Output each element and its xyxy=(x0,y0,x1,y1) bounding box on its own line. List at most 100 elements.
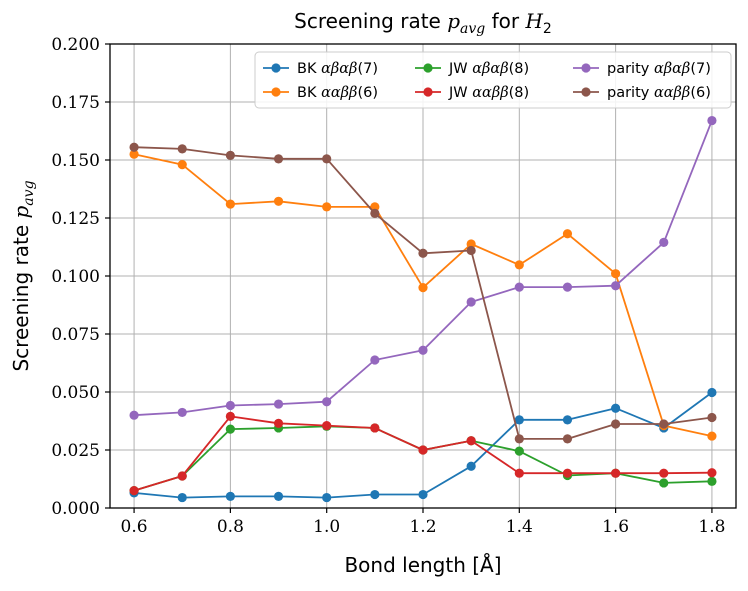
data-point xyxy=(707,412,717,423)
data-point xyxy=(562,434,573,444)
legend-box xyxy=(254,51,732,109)
chart-title-math-sub: avg xyxy=(460,21,485,37)
data-point xyxy=(273,399,284,409)
x-tick-label: 1.4 xyxy=(506,517,533,537)
data-point xyxy=(466,461,476,471)
legend-label-suffix: (6) xyxy=(357,85,378,101)
x-tick-label: 1.2 xyxy=(409,517,436,537)
legend-label: JW ααββ(8) xyxy=(448,85,529,101)
data-point xyxy=(129,486,139,496)
data-point xyxy=(225,150,235,160)
grid-lines xyxy=(110,43,736,509)
data-point xyxy=(707,468,717,478)
chart-title-text: Screening rate xyxy=(294,9,447,33)
chart-title-text2: for xyxy=(485,9,525,33)
data-point xyxy=(562,229,573,239)
legend-label: JW αβαβ(8) xyxy=(448,61,529,77)
data-point xyxy=(177,160,187,170)
y-tick-label: 0.050 xyxy=(51,383,100,403)
legend-item: parity αβαβ(7) xyxy=(573,61,711,77)
data-point xyxy=(466,436,476,446)
x-tick-label: 1.8 xyxy=(698,517,725,537)
y-axis-title-text: Screening rate xyxy=(9,219,33,372)
data-point xyxy=(707,115,717,126)
data-point xyxy=(370,489,380,500)
legend-swatch-marker xyxy=(423,63,433,73)
legend-label-prefix: BK xyxy=(297,61,321,77)
data-point xyxy=(129,410,139,420)
series-lines xyxy=(129,115,717,503)
data-point xyxy=(611,419,621,429)
data-point xyxy=(273,491,284,501)
data-point xyxy=(370,355,380,365)
x-tick-label: 0.8 xyxy=(217,517,244,537)
data-point xyxy=(514,260,524,270)
data-point xyxy=(225,424,235,434)
legend-label-suffix: (6) xyxy=(690,85,711,101)
legend-label-prefix: parity xyxy=(607,85,654,101)
series-4 xyxy=(129,115,717,420)
legend-label-math: ααββ xyxy=(654,85,690,101)
y-tick-label: 0.075 xyxy=(51,325,100,345)
data-point xyxy=(514,434,524,444)
data-point xyxy=(659,237,669,247)
data-point xyxy=(707,431,717,441)
y-tick-label: 0.025 xyxy=(51,441,100,461)
legend-swatch-marker xyxy=(581,63,591,73)
data-point xyxy=(370,208,380,218)
y-tick-label: 0.175 xyxy=(51,93,100,113)
y-axis-title: Screening rate pavg xyxy=(9,180,37,371)
legend-label-math: ααββ xyxy=(321,85,357,101)
legend-label-math: αβαβ xyxy=(472,61,508,77)
legend-item: JW ααββ(8) xyxy=(415,85,529,101)
data-point xyxy=(322,202,332,212)
axis-ticks: 0.6 0.8 1.0 1.2 1.4 1.6 1.8 0.000 0.025 0.050 0.07… xyxy=(51,35,725,537)
data-point xyxy=(659,419,669,429)
y-tick-label: 0.000 xyxy=(51,499,100,519)
legend-label: BK ααββ(6) xyxy=(297,85,378,101)
x-tick-label: 0.6 xyxy=(121,517,148,537)
data-point xyxy=(370,423,380,433)
legend-label-suffix: (7) xyxy=(357,61,378,77)
data-point xyxy=(129,149,139,159)
legend-label-prefix: parity xyxy=(607,61,654,77)
legend-item: BK ααββ(6) xyxy=(263,85,378,101)
legend-label-suffix: (7) xyxy=(690,61,711,77)
x-tick-label: 1.6 xyxy=(602,517,629,537)
series-3 xyxy=(129,411,717,496)
data-point xyxy=(177,471,187,481)
legend: BK αβαβ(7)BK ααββ(6)JW αβαβ(8)JW ααββ(8)… xyxy=(254,51,732,109)
data-point xyxy=(225,491,235,501)
legend-swatch-marker xyxy=(271,63,281,73)
legend-label-prefix: BK xyxy=(297,85,321,101)
data-point xyxy=(611,269,621,279)
data-point xyxy=(659,478,669,488)
data-point xyxy=(225,400,235,411)
legend-label: BK αβαβ(7) xyxy=(297,61,378,77)
chart-title-math2-sub: 2 xyxy=(543,21,552,37)
chart-title-math: p xyxy=(447,9,460,33)
y-tick-label: 0.150 xyxy=(51,151,100,171)
data-point xyxy=(611,468,621,478)
data-point xyxy=(177,144,187,154)
legend-label-prefix: JW xyxy=(448,85,472,101)
legend-swatch-marker xyxy=(271,87,281,97)
data-point xyxy=(514,468,524,478)
data-point xyxy=(707,387,717,398)
series-5 xyxy=(129,142,717,444)
y-tick-label: 0.125 xyxy=(51,209,100,229)
legend-label-prefix: JW xyxy=(448,61,472,77)
data-point xyxy=(273,196,284,206)
chart-title-math2: H xyxy=(524,9,543,33)
data-point xyxy=(562,282,573,292)
legend-swatch-marker xyxy=(581,87,591,97)
data-point xyxy=(659,468,669,478)
data-point xyxy=(322,492,332,503)
data-point xyxy=(225,411,235,421)
y-tick-label: 0.200 xyxy=(51,35,100,55)
data-point xyxy=(466,297,476,307)
legend-swatch-marker xyxy=(423,87,433,97)
data-point xyxy=(418,283,428,293)
data-point xyxy=(322,397,332,407)
data-point xyxy=(273,154,284,164)
